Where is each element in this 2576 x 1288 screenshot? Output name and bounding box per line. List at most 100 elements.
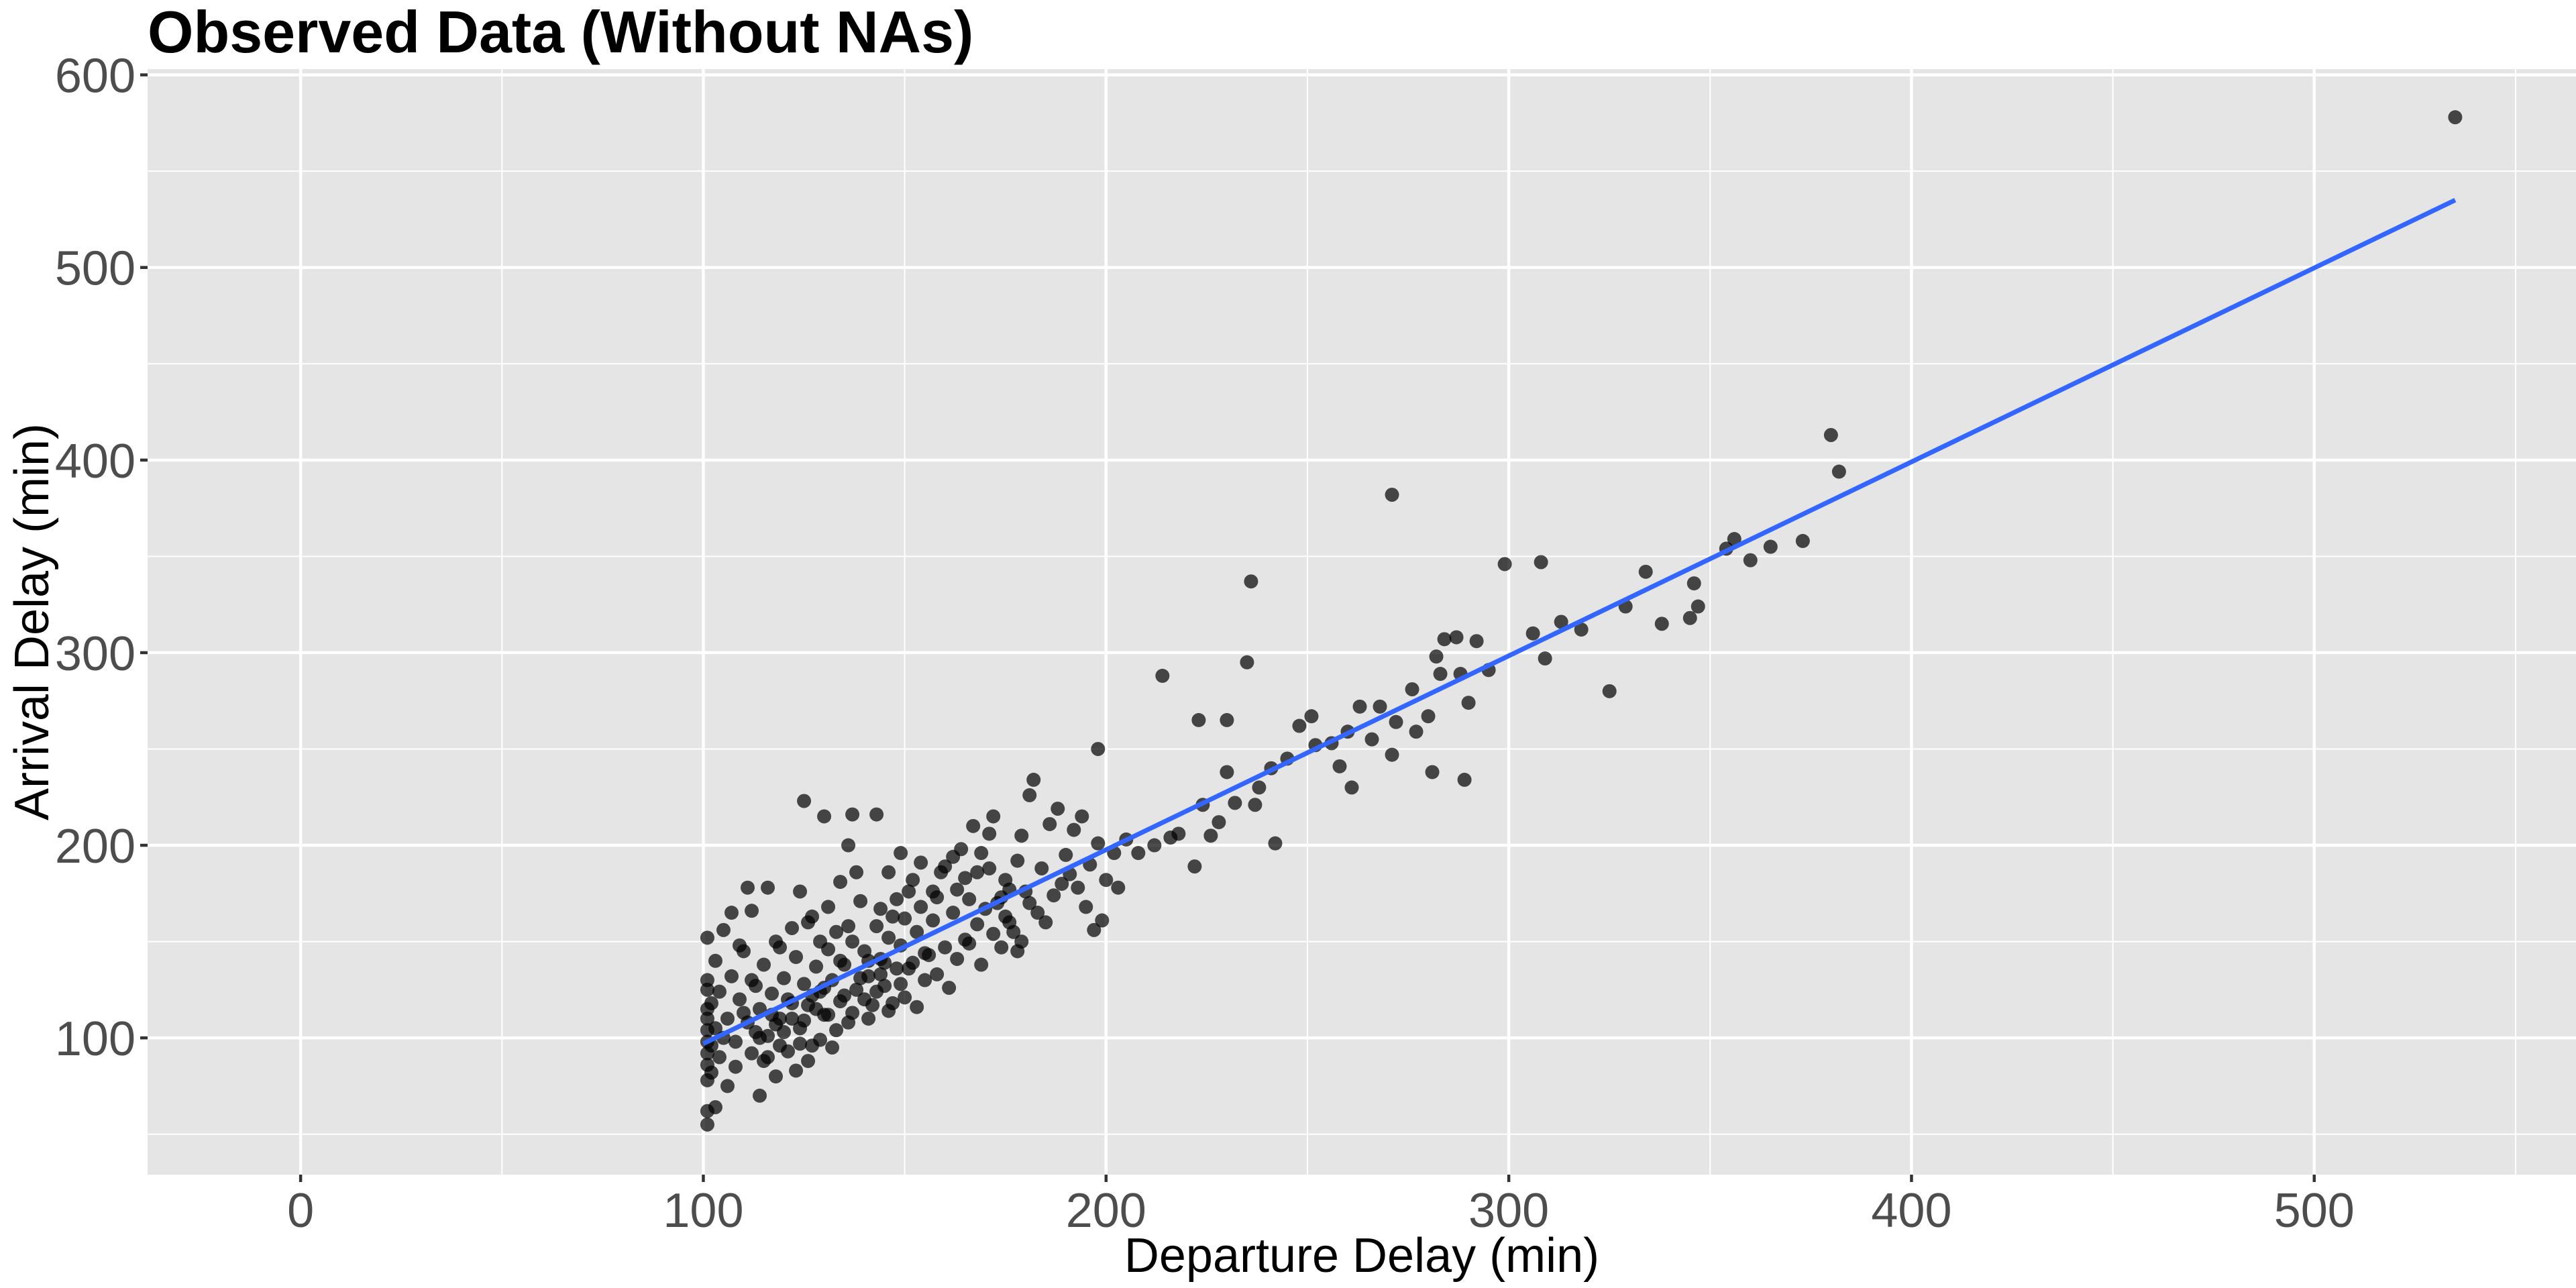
data-point: [1010, 944, 1025, 959]
data-point: [1187, 859, 1202, 874]
data-point: [1831, 464, 1846, 479]
data-point: [1252, 780, 1267, 795]
data-point: [934, 865, 949, 879]
data-point: [1389, 714, 1403, 729]
data-point: [720, 1011, 735, 1026]
x-axis-title: Departure Delay (min): [1124, 1229, 1599, 1283]
data-point: [821, 900, 836, 914]
data-point: [797, 794, 812, 808]
data-point: [732, 992, 747, 1007]
regression-line: [702, 198, 2457, 1046]
data-point: [902, 961, 916, 976]
data-point: [700, 973, 714, 987]
data-point: [873, 967, 888, 981]
data-point: [1304, 709, 1319, 724]
data-point: [797, 1013, 812, 1028]
data-point: [841, 838, 856, 853]
data-point: [845, 1006, 860, 1020]
data-point: [898, 911, 912, 926]
data-point: [958, 871, 973, 885]
data-point: [813, 1032, 828, 1047]
data-point: [942, 981, 957, 996]
data-point: [1147, 838, 1162, 853]
data-point: [1449, 630, 1464, 645]
x-tick-label: 0: [287, 1184, 314, 1238]
data-point: [926, 884, 941, 899]
data-point: [821, 1008, 836, 1022]
regression-line-group: [702, 198, 2457, 1046]
data-point: [938, 940, 953, 955]
data-point: [962, 936, 977, 951]
data-point: [1364, 732, 1379, 747]
data-point: [700, 930, 714, 945]
data-point: [1042, 816, 1057, 831]
data-point: [773, 940, 788, 955]
data-point: [1212, 815, 1226, 830]
data-point: [1055, 876, 1069, 891]
data-point: [1385, 747, 1399, 762]
data-point: [720, 1079, 735, 1093]
data-point: [700, 1117, 714, 1132]
data-point: [845, 934, 860, 949]
data-point: [1248, 798, 1263, 812]
data-point: [890, 961, 904, 976]
data-point: [1409, 724, 1424, 739]
data-point: [1497, 557, 1512, 572]
data-point: [825, 1040, 840, 1055]
data-point: [910, 924, 924, 939]
data-point: [1191, 712, 1206, 727]
data-point: [1059, 847, 1073, 862]
data-point: [849, 865, 864, 879]
data-point: [700, 1023, 714, 1038]
data-point: [1429, 649, 1444, 664]
data-point: [2448, 110, 2463, 125]
data-point: [853, 894, 868, 908]
data-point: [926, 913, 941, 928]
y-tick-label: 200: [55, 820, 136, 873]
data-point: [753, 1088, 767, 1103]
data-point: [785, 921, 800, 936]
data-point: [1682, 610, 1697, 625]
data-point: [700, 1002, 714, 1016]
data-point: [805, 909, 820, 924]
data-point: [1099, 873, 1114, 888]
data-point: [837, 988, 852, 1003]
data-point: [974, 957, 989, 972]
data-point: [1554, 614, 1568, 629]
data-point: [1690, 599, 1705, 614]
data-point: [1654, 616, 1669, 631]
data-point: [1155, 668, 1170, 683]
axes: 0 100 200 300 400 500 100 200 300 400 500 600: [55, 50, 2355, 1238]
data-point: [789, 950, 804, 965]
data-point: [1823, 428, 1838, 443]
data-point: [869, 807, 884, 822]
data-point: [744, 1046, 759, 1061]
data-point: [970, 865, 985, 879]
data-point: [1022, 896, 1037, 910]
data-point: [1091, 836, 1106, 851]
data-point: [1046, 888, 1061, 903]
data-point: [1002, 915, 1017, 930]
data-point: [950, 951, 965, 966]
data-point: [1344, 780, 1359, 795]
data-point: [793, 884, 808, 899]
data-point: [1091, 741, 1106, 756]
data-point: [1292, 718, 1307, 733]
data-point: [1405, 682, 1419, 696]
data-point: [869, 984, 884, 999]
data-point: [1095, 913, 1110, 928]
data-point: [853, 971, 868, 985]
data-point: [833, 875, 848, 890]
data-point: [974, 846, 989, 861]
data-point: [765, 986, 780, 1001]
data-point: [716, 922, 731, 937]
data-point: [700, 1011, 714, 1026]
data-point: [946, 906, 961, 920]
data-point: [1385, 488, 1399, 502]
data-point: [849, 982, 864, 997]
data-point: [1373, 699, 1387, 714]
data-point: [1352, 699, 1367, 714]
data-point: [1071, 880, 1085, 895]
data-point: [970, 917, 985, 932]
